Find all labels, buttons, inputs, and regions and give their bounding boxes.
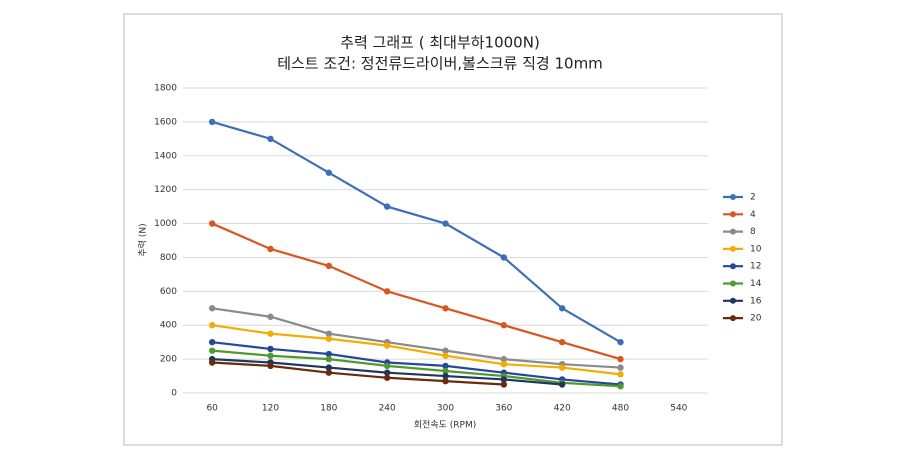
data-point	[442, 372, 449, 380]
data-point	[325, 350, 333, 358]
data-point	[208, 359, 216, 366]
x-tick-label: 120	[262, 404, 279, 414]
legend-marker	[730, 297, 736, 304]
x-tick-label: 360	[495, 404, 512, 414]
legend-marker	[730, 315, 736, 322]
data-point	[383, 369, 391, 376]
legend-marker	[730, 263, 736, 270]
y-tick-label: 400	[160, 321, 177, 331]
data-point	[267, 352, 274, 359]
data-point	[325, 364, 333, 371]
data-point	[500, 376, 508, 383]
data-point	[558, 381, 566, 388]
data-point	[442, 305, 449, 312]
y-tick-label: 200	[160, 355, 177, 365]
data-point	[500, 322, 508, 329]
x-tick-label: 300	[437, 404, 454, 414]
y-tick-label: 1400	[154, 151, 177, 161]
legend-label: 14	[750, 279, 762, 289]
data-point	[325, 369, 333, 376]
y-tick-label: 1800	[154, 84, 177, 94]
data-point	[267, 313, 274, 320]
data-point	[208, 338, 216, 346]
data-point	[267, 245, 274, 253]
data-point	[617, 364, 624, 371]
data-point	[442, 377, 449, 385]
y-tick-label: 1600	[154, 117, 177, 127]
x-tick-label: 60	[206, 404, 218, 414]
x-tick-label: 240	[379, 404, 396, 414]
y-tick-label: 1200	[154, 185, 177, 195]
data-point	[617, 383, 624, 390]
data-point	[442, 367, 449, 375]
legend-marker	[730, 245, 736, 252]
data-point	[442, 362, 449, 370]
legend-label: 4	[750, 210, 756, 220]
data-point	[325, 262, 333, 270]
data-point	[442, 220, 449, 227]
series-line	[212, 349, 621, 388]
data-point	[325, 335, 333, 342]
data-point	[267, 345, 274, 353]
data-point	[558, 364, 566, 371]
data-point	[500, 254, 508, 261]
data-point	[208, 118, 216, 126]
data-point	[208, 220, 216, 227]
data-point	[383, 288, 391, 295]
data-point	[267, 135, 274, 143]
data-point	[325, 330, 333, 337]
data-point	[442, 352, 449, 359]
data-point	[383, 203, 391, 210]
legend-label: 8	[750, 227, 756, 237]
series-line	[211, 222, 621, 361]
data-point	[500, 355, 508, 363]
legend-marker	[730, 228, 736, 235]
series-line	[212, 361, 504, 386]
legend-marker	[730, 280, 736, 287]
legend-marker	[730, 211, 736, 218]
data-point	[325, 169, 333, 176]
data-point	[383, 362, 391, 370]
data-point	[208, 322, 216, 329]
series-line	[212, 341, 621, 386]
data-point	[617, 371, 624, 378]
chart-subtitle: 테스트 조건: 정전류드라이버,볼스크류 직경 10mm	[277, 55, 603, 73]
data-point	[208, 305, 216, 312]
data-point	[325, 355, 333, 363]
legend-label: 2	[750, 193, 756, 203]
data-point	[500, 360, 508, 368]
legend-marker	[730, 194, 736, 200]
data-point	[267, 330, 274, 337]
chart-title: 추력 그래프 ( 최대부하1000N)	[340, 34, 540, 52]
x-axis-title: 회전속도 (RPM)	[414, 420, 476, 431]
x-tick-label: 480	[612, 404, 629, 414]
data-point	[383, 374, 391, 381]
data-point	[267, 362, 274, 370]
x-tick-label: 540	[670, 404, 687, 414]
chart-frame	[123, 13, 783, 446]
data-point	[558, 338, 566, 346]
x-tick-label: 420	[554, 404, 571, 414]
legend-label: 20	[750, 314, 762, 324]
data-point	[208, 347, 216, 354]
data-point	[442, 347, 449, 354]
y-tick-label: 1000	[154, 219, 177, 229]
series-line	[212, 307, 621, 369]
legend-label: 12	[750, 262, 761, 272]
data-point	[617, 338, 624, 346]
y-tick-label: 600	[160, 287, 177, 297]
data-point	[617, 355, 624, 363]
series-line	[212, 324, 621, 376]
series-line	[211, 120, 622, 344]
y-axis-title: 추력 (N)	[137, 223, 149, 256]
data-point	[558, 305, 566, 312]
y-tick-label: 800	[160, 253, 177, 263]
legend-label: 10	[750, 244, 762, 254]
x-tick-label: 180	[320, 404, 337, 414]
y-tick-label: 0	[171, 389, 177, 399]
legend-label: 16	[750, 296, 762, 306]
data-point	[383, 342, 391, 349]
data-point	[500, 381, 508, 388]
